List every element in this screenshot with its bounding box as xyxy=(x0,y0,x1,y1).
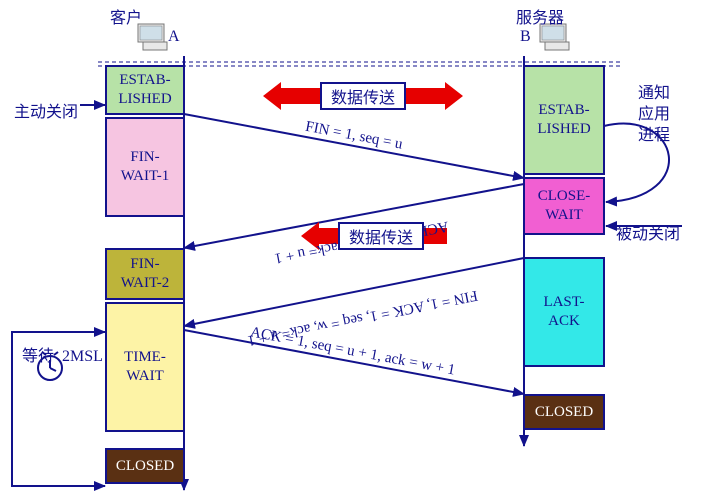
data-transfer-0: 数据传送 xyxy=(320,82,406,110)
server-state-3: CLOSED xyxy=(523,394,605,430)
client-state-3: TIME- WAIT xyxy=(105,302,185,432)
notify-app: 通知 应用 进程 xyxy=(638,84,686,146)
passive-close: 被动关闭 xyxy=(616,220,680,244)
server-state-2: LAST- ACK xyxy=(523,257,605,367)
wait-2msl: 等待 2MSL xyxy=(22,342,103,366)
client-state-1: FIN- WAIT-1 xyxy=(105,117,185,217)
client-state-0: ESTAB- LISHED xyxy=(105,65,185,115)
client-sub: A xyxy=(168,28,180,46)
server-state-0: ESTAB- LISHED xyxy=(523,65,605,175)
server-state-1: CLOSE- WAIT xyxy=(523,177,605,235)
client-state-4: CLOSED xyxy=(105,448,185,484)
client-title: 客户 xyxy=(110,4,142,28)
server-title: 服务器 xyxy=(516,4,564,28)
data-transfer-1: 数据传送 xyxy=(338,222,424,250)
client-state-2: FIN- WAIT-2 xyxy=(105,248,185,300)
server-sub: B xyxy=(520,28,531,46)
active-close: 主动关闭 xyxy=(14,98,78,122)
